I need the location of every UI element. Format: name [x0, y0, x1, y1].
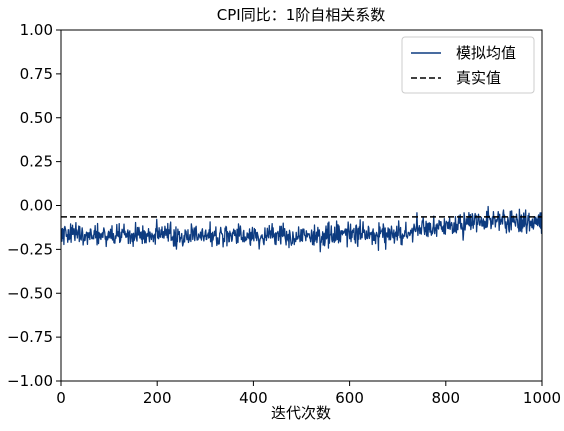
series-group — [61, 205, 542, 253]
x-tick-label: 1000 — [523, 389, 561, 407]
series-line-1 — [61, 205, 542, 253]
y-tick-label: 1.00 — [20, 21, 53, 39]
legend-label-1: 模拟均值 — [456, 44, 516, 62]
x-tick-label: 800 — [431, 389, 460, 407]
y-tick-label: −0.50 — [7, 284, 53, 302]
x-axis-label: 迭代次数 — [271, 404, 331, 422]
x-tick-label: 600 — [335, 389, 364, 407]
legend-box — [401, 36, 535, 94]
plot-area: 0 200 400 600 800 1000 1.00 0.75 0.50 0.25 0.00 −0.… — [7, 21, 561, 407]
y-tick-label: 0.75 — [20, 65, 53, 83]
y-tick-label: 0.25 — [20, 153, 53, 171]
chart-title: CPI同比：1阶自相关系数 — [217, 6, 386, 24]
y-tick-label: −0.75 — [7, 328, 53, 346]
x-tick-label: 0 — [56, 389, 66, 407]
y-tick-label: −0.25 — [7, 240, 53, 258]
y-tick-label: 0.00 — [20, 197, 53, 215]
x-tick-label: 200 — [143, 389, 172, 407]
y-tick-label: 0.50 — [20, 109, 53, 127]
y-tick-label: −1.00 — [7, 372, 53, 390]
x-tick-label: 400 — [239, 389, 268, 407]
legend-label-2: 真实值 — [456, 69, 501, 87]
